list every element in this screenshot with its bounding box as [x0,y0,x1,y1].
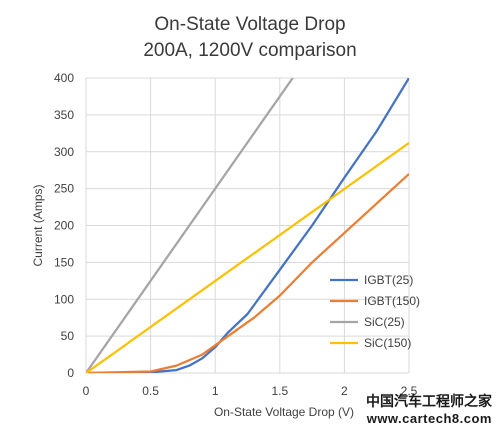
legend-label: SiC(150) [364,336,411,350]
series-line-igbt-150 [86,173,409,373]
chart-title: On-State Voltage Drop [154,14,346,35]
x-tick-label: 1.5 [271,384,288,398]
y-tick-label: 400 [54,71,74,85]
watermark: 中国汽车工程师之家 www.cartech8.com [366,391,492,426]
legend-label: IGBT(25) [364,273,413,287]
series-line-igbt-25 [86,78,409,373]
legend-label: SiC(25) [364,315,405,329]
watermark-url: www.cartech8.com [366,411,492,426]
series-line-sic-150 [86,141,409,373]
y-tick-label: 0 [67,366,74,380]
series-line-sic-25 [86,78,294,373]
legend-label: IGBT(150) [364,294,420,308]
y-axis-title: Current (Amps) [31,184,45,266]
x-axis-title: On-State Voltage Drop (V) [214,405,354,419]
y-tick-label: 150 [54,255,74,269]
y-tick-label: 50 [61,329,75,343]
y-tick-label: 200 [54,219,74,233]
x-tick-label: 2 [341,384,348,398]
x-tick-label: 0 [83,384,90,398]
y-tick-label: 300 [54,145,74,159]
y-tick-label: 250 [54,182,74,196]
y-tick-label: 350 [54,108,74,122]
x-tick-label: 2.5 [401,384,418,398]
x-tick-label: 1 [212,384,219,398]
y-tick-label: 100 [54,292,74,306]
x-tick-label: 0.5 [142,384,159,398]
watermark-text: 中国汽车工程师之家 [366,394,492,410]
chart-subtitle: 200A, 1200V comparison [143,40,357,61]
